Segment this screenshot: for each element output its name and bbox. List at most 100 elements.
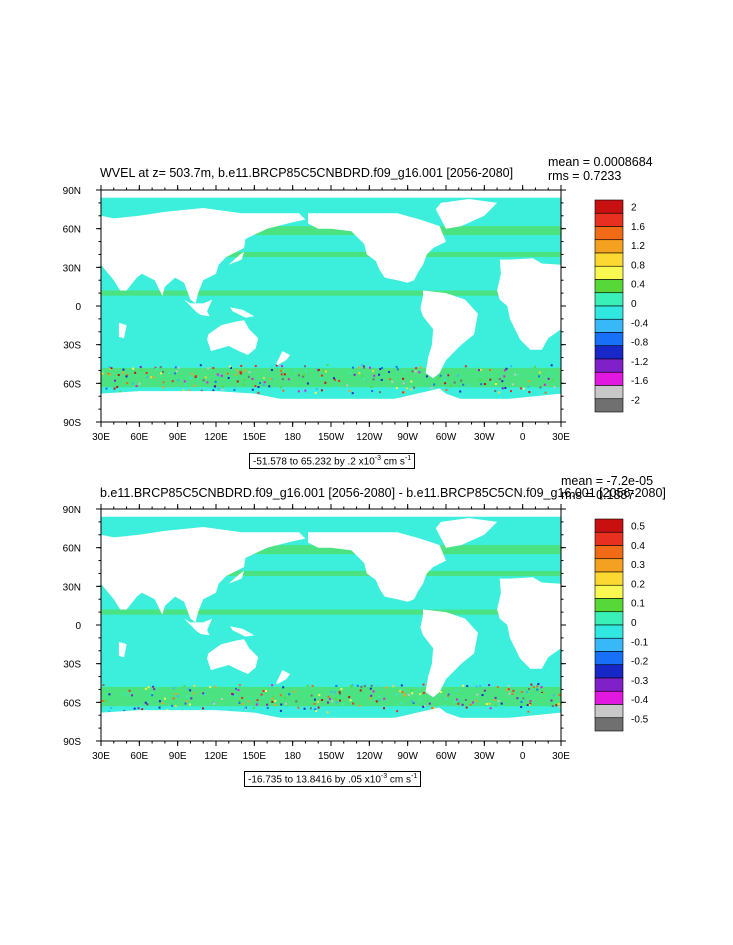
field-speck xyxy=(256,702,259,705)
field-speck xyxy=(280,703,283,706)
field-speck xyxy=(457,707,460,710)
field-speck xyxy=(240,364,243,367)
field-speck xyxy=(349,371,352,374)
field-speck xyxy=(145,371,148,374)
field-speck xyxy=(320,389,323,392)
x-tick-label: 30W xyxy=(474,432,495,443)
field-speck xyxy=(362,366,365,369)
field-speck xyxy=(131,382,134,385)
field-speck xyxy=(511,383,514,386)
field-speck xyxy=(395,387,398,390)
field-speck xyxy=(383,705,386,708)
field-speck xyxy=(520,700,523,703)
field-speck xyxy=(144,701,147,704)
field-speck xyxy=(317,368,320,371)
field-speck xyxy=(363,365,366,368)
field-speck xyxy=(338,692,341,695)
field-speck xyxy=(110,367,113,370)
field-speck xyxy=(425,375,428,378)
field-speck xyxy=(335,385,338,388)
colorbar-swatch xyxy=(594,332,624,347)
field-speck xyxy=(468,383,471,386)
field-speck xyxy=(521,699,524,702)
field-band xyxy=(101,545,561,555)
field-speck xyxy=(508,692,511,695)
field-speck xyxy=(216,373,219,376)
land-mask xyxy=(118,322,127,339)
field-speck xyxy=(540,686,543,689)
field-speck xyxy=(239,370,242,373)
field-speck xyxy=(350,685,353,688)
field-speck xyxy=(396,693,399,696)
land-mask xyxy=(101,707,561,741)
field-speck xyxy=(238,701,241,704)
field-speck xyxy=(414,370,417,373)
field-speck xyxy=(139,365,142,368)
field-speck xyxy=(351,392,354,395)
field-speck xyxy=(171,380,174,383)
field-speck xyxy=(320,374,323,377)
field-speck xyxy=(410,380,413,383)
colorbar-swatch xyxy=(594,252,624,267)
panel1-title: WVEL at z= 503.7m, b.e11.BRCP85C5CNBDRD.… xyxy=(100,166,514,180)
field-speck xyxy=(538,375,541,378)
field-speck xyxy=(469,703,472,706)
field-speck xyxy=(360,685,363,688)
field-speck xyxy=(188,703,191,706)
field-speck xyxy=(536,688,539,691)
field-speck xyxy=(511,692,514,695)
field-speck xyxy=(209,686,212,689)
field-speck xyxy=(108,693,111,696)
field-speck xyxy=(262,384,265,387)
field-speck xyxy=(431,706,434,709)
x-tick-label: 30E xyxy=(552,751,570,762)
field-speck xyxy=(227,375,230,378)
field-speck xyxy=(488,702,491,705)
field-speck xyxy=(252,706,255,709)
field-speck xyxy=(494,389,497,392)
y-tick-label: 0 xyxy=(75,621,81,632)
field-band xyxy=(101,609,561,615)
field-speck xyxy=(206,381,209,384)
field-speck xyxy=(280,365,283,368)
field-speck xyxy=(281,367,284,370)
colorbar-swatch xyxy=(594,677,624,692)
y-tick-label: 60N xyxy=(63,225,81,236)
colorbar-swatch xyxy=(594,385,624,400)
field-speck xyxy=(247,375,250,378)
field-speck xyxy=(507,688,510,691)
field-speck xyxy=(528,391,531,394)
field-speck xyxy=(226,372,229,375)
field-speck xyxy=(116,386,119,389)
field-speck xyxy=(262,695,265,698)
field-speck xyxy=(489,378,492,381)
colorbar-swatch xyxy=(594,531,624,546)
panel2-mean: mean = -7.2e-05 xyxy=(561,474,654,488)
field-speck xyxy=(191,373,194,376)
field-speck xyxy=(400,684,403,687)
colorbar-label: 0.4 xyxy=(631,280,645,291)
field-speck xyxy=(396,368,399,371)
field-speck xyxy=(321,699,324,702)
field-speck xyxy=(410,689,413,692)
field-speck xyxy=(260,693,263,696)
colorbar-label: 0 xyxy=(631,618,637,629)
field-speck xyxy=(193,384,196,387)
colorbar-swatch xyxy=(594,584,624,599)
field-speck xyxy=(241,702,244,705)
colorbar-swatch xyxy=(594,239,624,254)
field-speck xyxy=(464,698,467,701)
field-speck xyxy=(279,694,282,697)
field-speck xyxy=(162,386,165,389)
field-speck xyxy=(401,691,404,694)
field-speck xyxy=(297,390,300,393)
field-speck xyxy=(388,370,391,373)
colorbar-swatch xyxy=(594,398,624,413)
field-speck xyxy=(266,706,269,709)
field-speck xyxy=(402,391,405,394)
field-speck xyxy=(254,365,257,368)
field-speck xyxy=(352,702,355,705)
y-tick-label: 0 xyxy=(75,302,81,313)
x-tick-label: 60E xyxy=(130,751,148,762)
x-tick-label: 120E xyxy=(204,751,228,762)
